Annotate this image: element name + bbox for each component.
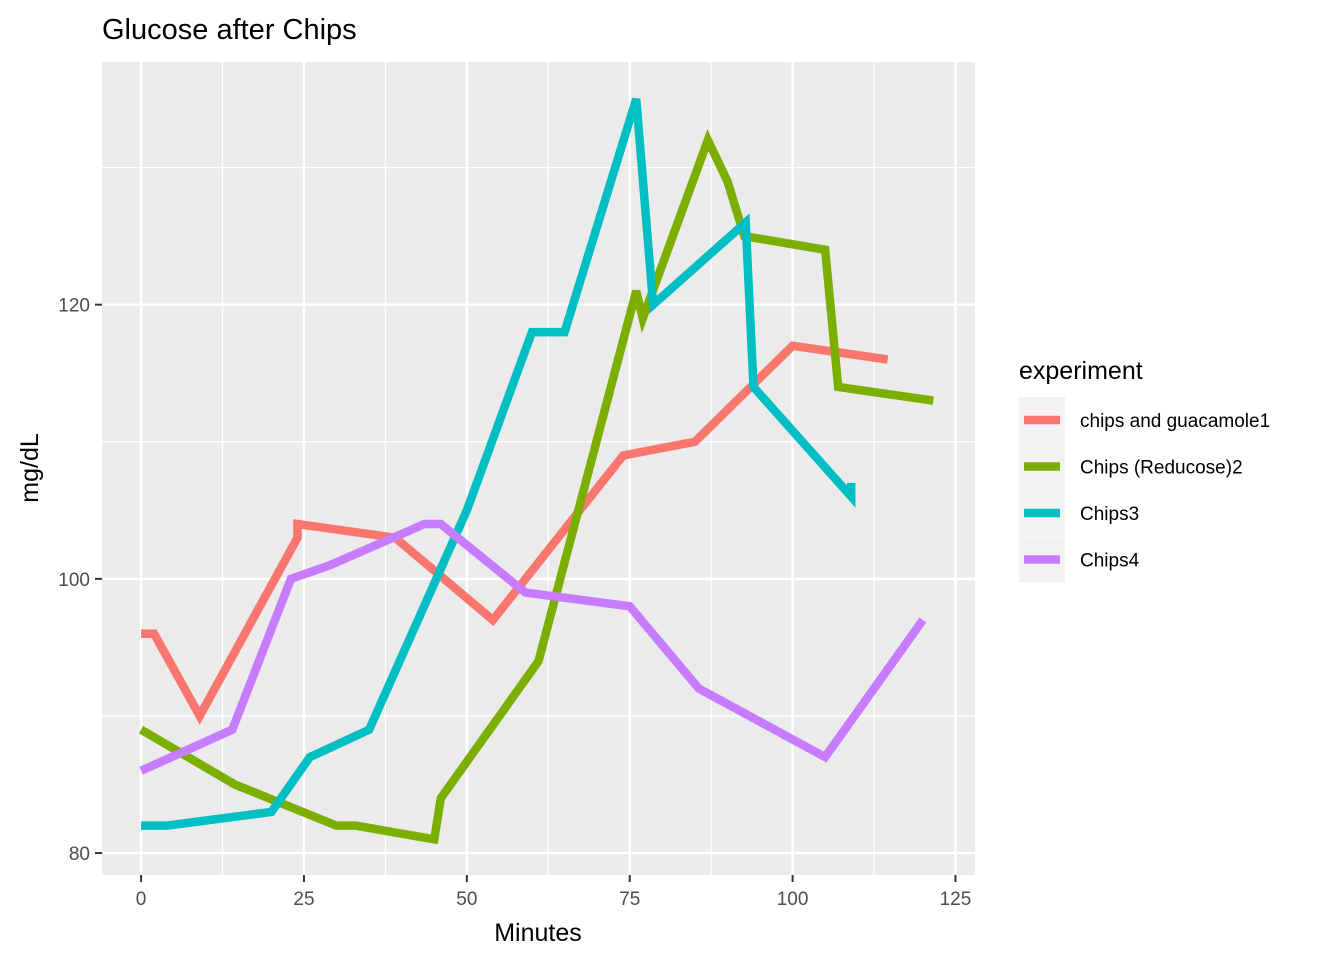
legend-item-label: Chips4 [1080, 551, 1140, 572]
x-tick-label: 0 [136, 889, 147, 910]
series-line-4 [139, 519, 927, 775]
x-tick-label: 125 [940, 889, 972, 910]
legend-title: experiment [1019, 357, 1143, 385]
x-tick-label: 100 [777, 889, 809, 910]
plot-panel [102, 62, 975, 875]
x-tick-label: 50 [456, 889, 477, 910]
y-tick-label: 80 [69, 844, 90, 865]
y-tick-label: 100 [58, 570, 90, 591]
series-line-3 [141, 97, 856, 830]
x-tick-label: 25 [293, 889, 314, 910]
y-tick-label: 120 [58, 296, 90, 317]
x-tick-label: 75 [619, 889, 640, 910]
series-line-2 [138, 129, 934, 845]
y-axis-label: mg/dL [16, 433, 44, 503]
legend: experiment chips and guacamole1 Chips (Re… [1019, 357, 1270, 583]
x-axis-label: Minutes [494, 919, 582, 947]
chart-title: Glucose after Chips [102, 14, 357, 46]
legend-item-label: Chips (Reducose)2 [1080, 458, 1243, 479]
legend-item-label: chips and guacamole1 [1080, 411, 1270, 432]
legend-item-label: Chips3 [1080, 504, 1139, 525]
